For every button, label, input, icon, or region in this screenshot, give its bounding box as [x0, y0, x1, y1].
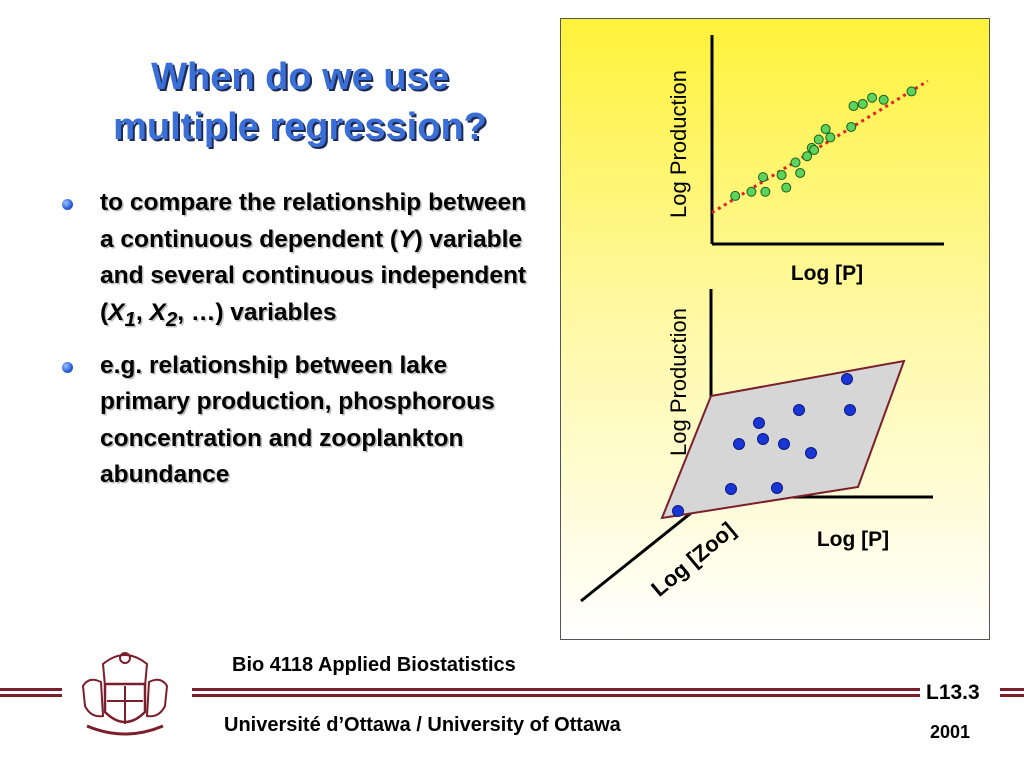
bullet-item: e.g. relationship between lake primary p… [58, 348, 538, 494]
bottom-xlabel: Log [P] [817, 528, 889, 551]
bullet-text: e.g. relationship between lake primary p… [100, 351, 495, 489]
data-point [846, 121, 857, 132]
data-point [672, 505, 684, 517]
slide-title: When do we use multiple regression? [40, 52, 560, 152]
var-x1: X1 [108, 298, 136, 331]
data-point [813, 134, 824, 145]
bullet-text-part: , [135, 298, 150, 326]
bullet-text: to compare the relationship between a co… [100, 189, 527, 331]
bullet-list: to compare the relationship between a co… [58, 185, 538, 504]
bullet-text-part: ) variable and several continuous indepe… [100, 225, 527, 326]
data-point [725, 483, 737, 495]
data-point [758, 172, 769, 183]
data-point [906, 86, 917, 97]
footer-bar-right [1000, 688, 1024, 691]
data-point [790, 157, 801, 168]
top-xlabel: Log [P] [791, 262, 863, 285]
var-x1-letter: X [108, 298, 125, 326]
data-point [848, 101, 859, 112]
fit-line [711, 79, 929, 214]
top-scatter-plot [711, 79, 929, 214]
course-name: Bio 4118 Applied Biostatistics [232, 654, 516, 676]
data-point [802, 151, 813, 162]
data-point [793, 404, 805, 416]
footer-bar-left [0, 688, 62, 691]
bullet-dot-icon [62, 361, 73, 373]
data-point [778, 438, 790, 450]
var-x2-letter: X [149, 298, 166, 326]
data-point [820, 124, 831, 135]
title-line-2: multiple regression? [113, 106, 487, 148]
data-point [760, 186, 771, 197]
data-point [825, 132, 836, 143]
data-point [805, 447, 817, 459]
bullet-text-part: to compare the relationship between a co… [100, 189, 527, 253]
bullet-dot-icon [62, 199, 73, 210]
data-point [746, 186, 757, 197]
top-ylabel: Log Production [666, 70, 691, 218]
data-point [776, 170, 787, 181]
university-name: Université d’Ottawa / University of Otta… [224, 714, 621, 736]
var-x2-sub: 2 [165, 308, 178, 331]
bullet-text-part: , … [177, 298, 216, 326]
university-crest-icon [81, 652, 169, 736]
data-point [844, 404, 856, 416]
data-point [733, 438, 745, 450]
bottom-zlabel: Log [Zoo] [646, 517, 740, 601]
lecture-number: L13.3 [926, 681, 980, 704]
data-point [857, 98, 868, 109]
data-point [809, 144, 820, 155]
bullet-text-part: ) variables [215, 298, 337, 326]
data-point [771, 482, 783, 494]
data-point [795, 167, 806, 178]
data-point [878, 94, 889, 105]
footer-bar-main [192, 694, 920, 697]
bottom-ylabel: Log Production [666, 308, 691, 456]
regression-figure-svg: Log Production Log [P] Log Production Lo… [580, 35, 944, 603]
var-y: Y [398, 225, 415, 253]
title-line-1: When do we use [151, 56, 449, 98]
var-x2: X2 [149, 298, 178, 331]
var-x1-sub: 1 [124, 308, 136, 331]
year: 2001 [930, 722, 971, 742]
data-point [730, 190, 741, 201]
regression-figure: Log Production Log [P] Log Production Lo… [560, 18, 990, 640]
bottom-points [672, 373, 856, 517]
data-point [781, 182, 792, 193]
data-point [841, 373, 853, 385]
footer-bar-left [0, 694, 62, 697]
footer-bar-right [1000, 694, 1024, 697]
data-point [867, 92, 878, 103]
footer-bar-main [192, 688, 920, 691]
bullet-item: to compare the relationship between a co… [58, 185, 538, 338]
data-point [757, 433, 769, 445]
data-point [753, 417, 765, 429]
